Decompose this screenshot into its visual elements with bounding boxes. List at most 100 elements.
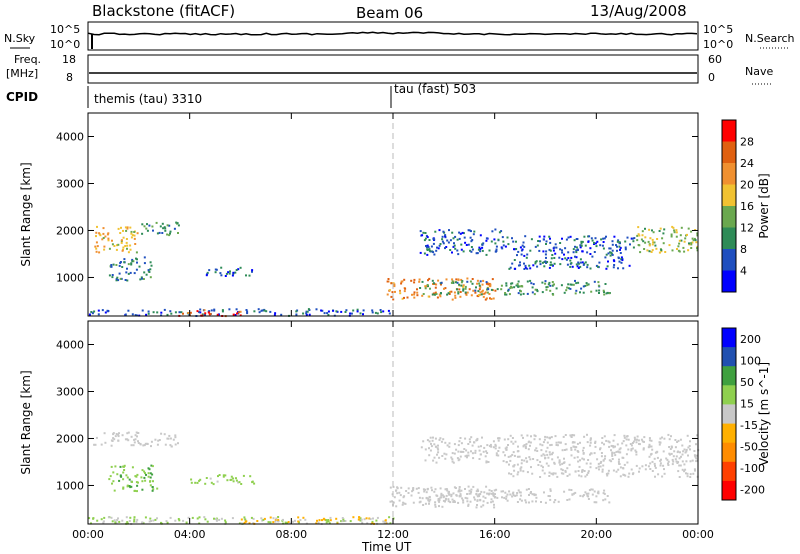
data-cell: [97, 313, 100, 316]
data-cell: [614, 454, 617, 457]
data-cell: [519, 246, 522, 249]
data-cell: [251, 270, 253, 273]
data-cell: [482, 504, 485, 507]
data-cell: [593, 241, 595, 244]
data-cell: [628, 264, 631, 267]
data-cell: [523, 254, 526, 257]
data-cell: [605, 472, 608, 475]
data-cell: [564, 257, 567, 260]
data-cell: [612, 266, 615, 269]
data-cell: [426, 488, 429, 491]
data-cell: [689, 473, 692, 476]
data-cell: [282, 518, 284, 521]
data-cell: [163, 308, 166, 311]
data-cell: [133, 516, 136, 519]
data-cell: [432, 282, 435, 285]
data-cell: [464, 285, 467, 288]
data-cell: [459, 291, 462, 293]
power-region-10: [636, 225, 699, 254]
data-cell: [506, 236, 509, 239]
data-cell: [421, 294, 424, 297]
data-cell: [125, 229, 128, 232]
data-cell: [525, 443, 528, 446]
data-cell: [620, 258, 623, 261]
data-cell: [695, 457, 698, 460]
data-cell: [407, 492, 410, 494]
data-cell: [133, 441, 136, 444]
data-cell: [569, 283, 572, 286]
data-cell: [149, 480, 151, 483]
data-cell: [112, 471, 115, 474]
data-cell: [662, 232, 665, 235]
data-cell: [116, 276, 119, 279]
data-cell: [549, 241, 552, 244]
data-cell: [619, 248, 621, 251]
data-cell: [595, 467, 598, 470]
data-cell: [618, 241, 621, 244]
data-cell: [549, 237, 551, 240]
data-cell: [453, 242, 455, 245]
data-cell: [133, 438, 136, 441]
data-cell: [515, 248, 518, 250]
data-cell: [681, 444, 684, 447]
data-cell: [174, 436, 177, 439]
data-cell: [507, 288, 510, 291]
data-cell: [672, 226, 675, 229]
data-cell: [584, 244, 587, 247]
data-cell: [681, 460, 684, 463]
data-cell: [152, 519, 155, 522]
data-cell: [574, 292, 577, 295]
data-cell: [611, 458, 614, 460]
data-cell: [120, 239, 123, 242]
data-cell: [114, 521, 117, 524]
data-cell: [641, 440, 644, 443]
data-cell: [400, 282, 403, 285]
data-cell: [467, 229, 470, 232]
data-cell: [650, 439, 653, 442]
data-cell: [495, 454, 498, 457]
data-cell: [622, 473, 625, 476]
data-cell: [582, 263, 585, 266]
data-cell: [126, 438, 129, 441]
data-cell: [643, 436, 646, 439]
data-cell: [371, 522, 374, 525]
data-cell: [603, 293, 606, 296]
data-cell: [357, 518, 360, 521]
data-cell: [384, 521, 387, 524]
data-cell: [452, 501, 455, 503]
data-cell: [564, 443, 567, 446]
data-cell: [519, 264, 521, 267]
data-cell: [164, 229, 167, 232]
data-cell: [134, 434, 137, 437]
data-cell: [498, 446, 501, 449]
data-cell: [480, 445, 482, 448]
data-cell: [395, 505, 398, 508]
data-cell: [577, 460, 580, 463]
data-cell: [684, 468, 687, 471]
data-cell: [467, 485, 470, 488]
data-cell: [489, 297, 491, 300]
data-cell: [388, 312, 391, 315]
data-cell: [269, 516, 272, 519]
data-cell: [187, 516, 190, 519]
data-cell: [471, 248, 474, 251]
data-cell: [430, 445, 433, 448]
data-cell: [144, 472, 146, 475]
data-cell: [529, 458, 532, 461]
data-cell: [133, 237, 136, 240]
data-cell: [393, 496, 396, 499]
data-cell: [495, 245, 498, 248]
data-cell: [513, 286, 516, 289]
data-cell: [579, 258, 582, 261]
data-cell: [476, 282, 479, 285]
data-cell: [428, 249, 431, 252]
data-cell: [207, 311, 210, 314]
data-cell: [514, 267, 517, 270]
data-cell: [543, 265, 546, 268]
data-cell: [689, 476, 692, 478]
data-cell: [468, 492, 471, 495]
data-cell: [663, 468, 665, 471]
data-cell: [627, 448, 630, 451]
data-cell: [297, 520, 300, 523]
data-cell: [627, 475, 630, 478]
